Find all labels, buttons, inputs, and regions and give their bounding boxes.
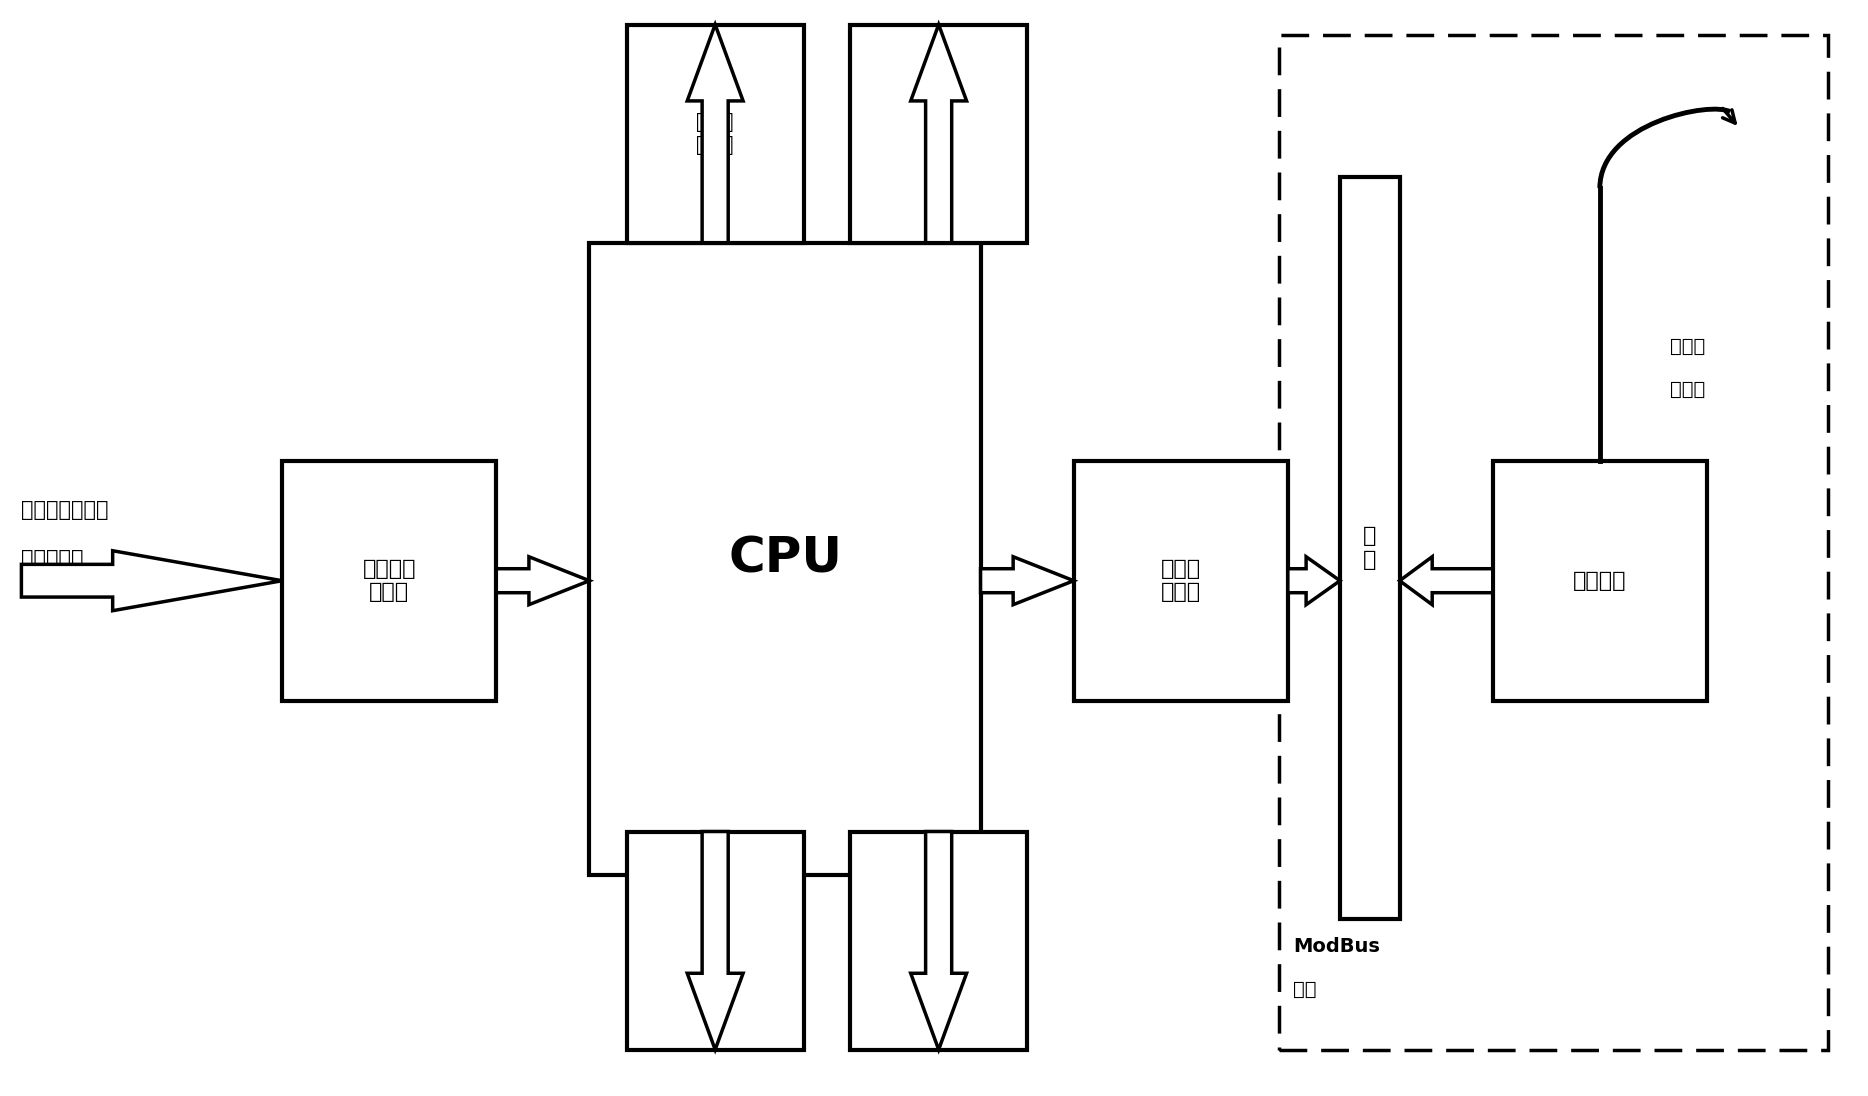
Text: 模拟量采
集模块: 模拟量采 集模块 — [362, 559, 417, 603]
Bar — [626, 24, 803, 242]
Text: 消谐
模块: 消谐 模块 — [702, 918, 729, 962]
Text: 总线: 总线 — [1293, 980, 1317, 1000]
Bar — [850, 24, 1027, 242]
Text: 液晶显
示模块: 液晶显 示模块 — [697, 112, 734, 156]
Text: 时钟
模块: 时钟 模块 — [927, 918, 951, 962]
Text: 管理机: 管理机 — [1670, 380, 1705, 399]
Polygon shape — [912, 832, 966, 1050]
Text: ModBus: ModBus — [1293, 936, 1380, 956]
Bar — [1278, 35, 1829, 1050]
Bar — [590, 242, 981, 875]
Text: 至通信: 至通信 — [1670, 336, 1705, 356]
Bar — [1493, 460, 1707, 700]
Polygon shape — [497, 557, 590, 605]
Polygon shape — [912, 24, 966, 242]
Text: 通讯模块: 通讯模块 — [1573, 571, 1627, 591]
Polygon shape — [687, 832, 743, 1050]
Text: 存储
模块: 存储 模块 — [927, 112, 951, 156]
Polygon shape — [687, 24, 743, 242]
Polygon shape — [981, 557, 1074, 605]
Bar — [626, 832, 803, 1050]
Text: 故障采
波模块: 故障采 波模块 — [1160, 559, 1201, 603]
Text: 信号来自压变辅: 信号来自压变辅 — [21, 500, 108, 520]
Bar — [1339, 178, 1399, 918]
Bar — [850, 832, 1027, 1050]
Polygon shape — [21, 550, 282, 610]
Bar — [282, 460, 497, 700]
Text: 助二次绕组: 助二次绕组 — [21, 549, 84, 569]
Bar — [1074, 460, 1287, 700]
Text: 总
线: 总 线 — [1364, 526, 1377, 570]
Text: CPU: CPU — [729, 535, 842, 583]
Polygon shape — [1399, 557, 1493, 605]
Polygon shape — [1287, 557, 1339, 605]
